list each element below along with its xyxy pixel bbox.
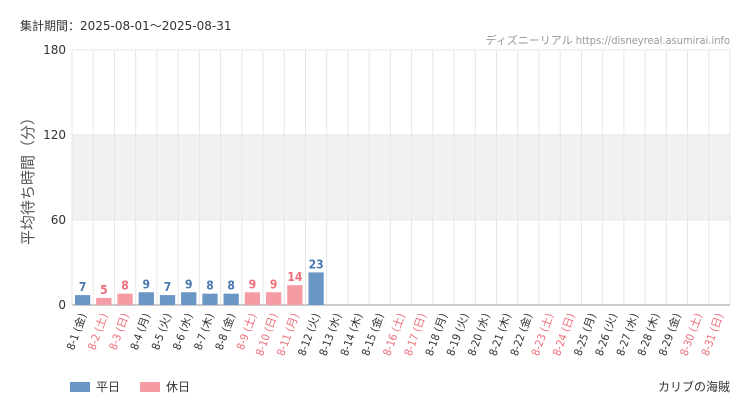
bar[interactable] — [244, 292, 261, 305]
data-label: 7 — [164, 280, 172, 294]
data-label: 8 — [206, 279, 214, 293]
bar[interactable] — [287, 285, 303, 305]
legend-holiday-label: 休日 — [166, 380, 191, 394]
bar[interactable] — [159, 295, 176, 305]
y-tick-label: 120 — [43, 128, 66, 142]
attraction-name: カリブの海賊 — [657, 380, 730, 394]
bar[interactable] — [202, 293, 218, 305]
legend-holiday[interactable]: 休日 — [140, 378, 190, 395]
plot-band — [72, 135, 730, 220]
bar[interactable] — [117, 293, 133, 305]
legend: 平日 休日 — [70, 378, 210, 395]
bar[interactable] — [74, 295, 91, 305]
aggregation-period: 集計期間：2025-08-01～2025-08-31 — [20, 19, 232, 33]
data-label: 14 — [287, 270, 303, 284]
data-label: 9 — [185, 277, 193, 291]
data-label: 8 — [121, 279, 129, 293]
y-axis-title: 平均待ち時間（分） — [19, 110, 37, 245]
data-label: 9 — [143, 277, 151, 291]
site-credit[interactable]: ディズニーリアル https://disneyreal.asumirai.inf… — [485, 34, 730, 47]
bar[interactable] — [266, 292, 282, 305]
data-label: 23 — [309, 257, 324, 271]
legend-holiday-swatch — [140, 381, 161, 392]
legend-weekday-label: 平日 — [96, 380, 121, 394]
data-label: 9 — [249, 277, 257, 291]
data-label: 5 — [100, 283, 108, 297]
y-tick-label: 60 — [51, 213, 66, 227]
legend-weekday-swatch — [70, 381, 90, 392]
bar[interactable] — [308, 272, 324, 305]
data-label: 7 — [79, 280, 87, 294]
data-label: 8 — [227, 279, 235, 293]
bar[interactable] — [138, 292, 154, 305]
bar[interactable] — [223, 293, 239, 305]
data-label: 9 — [270, 277, 278, 291]
y-tick-label: 0 — [58, 298, 66, 312]
y-tick-label: 180 — [43, 43, 66, 57]
bar[interactable] — [181, 292, 197, 305]
legend-weekday[interactable]: 平日 — [70, 378, 120, 395]
bar[interactable] — [96, 297, 112, 305]
